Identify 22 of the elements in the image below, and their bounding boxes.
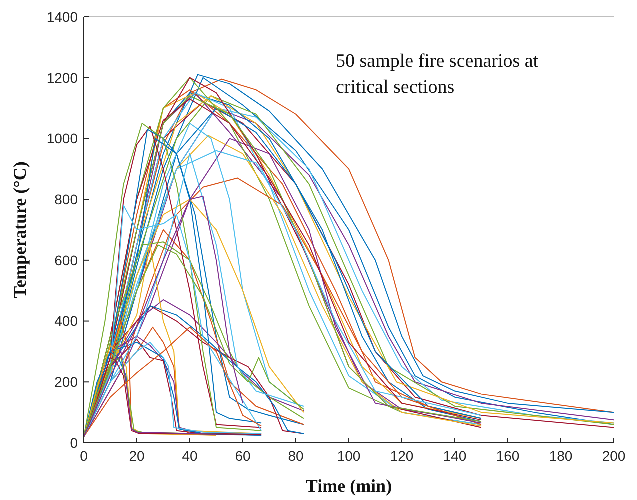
y-tick-label: 200 (54, 374, 78, 390)
x-tick-label: 80 (288, 448, 304, 464)
y-tick-label: 1000 (46, 130, 78, 147)
x-tick-label: 140 (443, 448, 467, 464)
y-tick-label: 400 (54, 313, 78, 330)
annotation: 50 sample fire scenarios at critical sections (336, 51, 540, 98)
y-tick-label: 0 (70, 434, 78, 451)
x-tick-label: 40 (182, 448, 198, 464)
x-tick-label: 20 (129, 448, 145, 464)
x-tick-label: 60 (235, 448, 251, 464)
y-tick-label: 1400 (46, 8, 78, 25)
x-tick-label: 0 (80, 448, 88, 464)
x-tick-label: 100 (337, 448, 361, 464)
y-tick-label: 800 (54, 191, 78, 208)
x-axis-title: Time (min) (306, 476, 392, 496)
y-axis-title: Temperature (°C) (10, 162, 30, 298)
x-tick-label: 180 (549, 448, 573, 464)
y-tick-label: 600 (54, 252, 78, 268)
x-tick-label: 160 (496, 448, 520, 464)
x-tick-label: 120 (390, 448, 414, 464)
x-tick-label: 200 (602, 448, 626, 464)
y-tick-label: 1200 (46, 70, 78, 86)
